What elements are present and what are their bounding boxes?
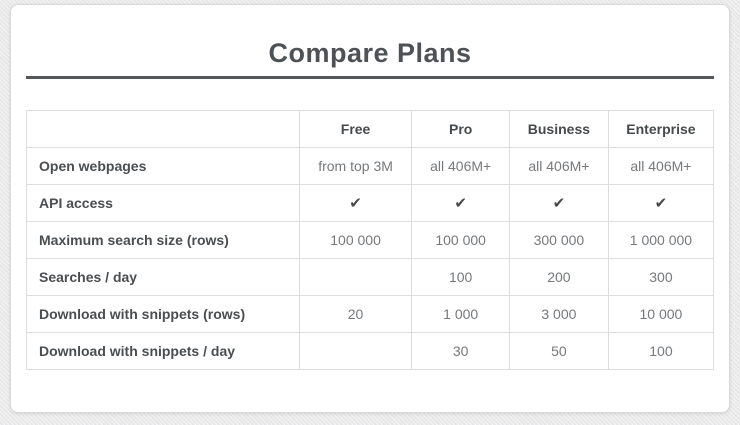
cell-value: 300 xyxy=(607,258,715,296)
title-underline xyxy=(26,76,714,79)
cell-value: all 406M+ xyxy=(508,147,609,185)
cell-value: 30 xyxy=(411,332,510,370)
table-row: Download with snippets (rows) 20 1 000 3… xyxy=(26,295,715,333)
cell-value: 200 xyxy=(508,258,609,296)
cell-value: all 406M+ xyxy=(607,147,715,185)
compare-plans-table: Free Pro Business Enterprise Open webpag… xyxy=(26,110,715,370)
column-header-business: Business xyxy=(508,110,609,148)
compare-plans-card: Compare Plans Free Pro Business Enterpri… xyxy=(10,4,730,413)
cell-value: 100 xyxy=(411,258,510,296)
column-header-enterprise: Enterprise xyxy=(607,110,715,148)
page-title: Compare Plans xyxy=(268,38,472,68)
feature-label-download-snippets-per-day: Download with snippets / day xyxy=(26,332,300,370)
cell-value: 1 000 xyxy=(411,295,510,333)
feature-label-download-snippets-rows: Download with snippets (rows) xyxy=(26,295,300,333)
cell-value: from top 3M xyxy=(298,147,413,185)
table-row: Open webpages from top 3M all 406M+ all … xyxy=(26,147,715,185)
column-header-pro: Pro xyxy=(411,110,510,148)
cell-value xyxy=(298,258,413,296)
column-header-free: Free xyxy=(298,110,413,148)
cell-value: all 406M+ xyxy=(411,147,510,185)
cell-value: 100 xyxy=(607,332,715,370)
checkmark-icon: ✔ xyxy=(508,184,609,222)
cell-value xyxy=(298,332,413,370)
cell-value: 1 000 000 xyxy=(607,221,715,259)
cell-value: 10 000 xyxy=(607,295,715,333)
feature-label-searches-per-day: Searches / day xyxy=(26,258,300,296)
checkmark-icon: ✔ xyxy=(411,184,510,222)
feature-label-max-search-size: Maximum search size (rows) xyxy=(26,221,300,259)
cell-value: 3 000 xyxy=(508,295,609,333)
column-header-feature xyxy=(26,110,300,148)
table-row: Maximum search size (rows) 100 000 100 0… xyxy=(26,221,715,259)
table-header-row: Free Pro Business Enterprise xyxy=(26,110,715,148)
table-row: Download with snippets / day 30 50 100 xyxy=(26,332,715,370)
table-row: Searches / day 100 200 300 xyxy=(26,258,715,296)
checkmark-icon: ✔ xyxy=(607,184,715,222)
cell-value: 50 xyxy=(508,332,609,370)
feature-label-api-access: API access xyxy=(26,184,300,222)
checkmark-icon: ✔ xyxy=(298,184,413,222)
cell-value: 100 000 xyxy=(298,221,413,259)
table-row: API access ✔ ✔ ✔ ✔ xyxy=(26,184,715,222)
cell-value: 20 xyxy=(298,295,413,333)
cell-value: 300 000 xyxy=(508,221,609,259)
feature-label-open-webpages: Open webpages xyxy=(26,147,300,185)
cell-value: 100 000 xyxy=(411,221,510,259)
